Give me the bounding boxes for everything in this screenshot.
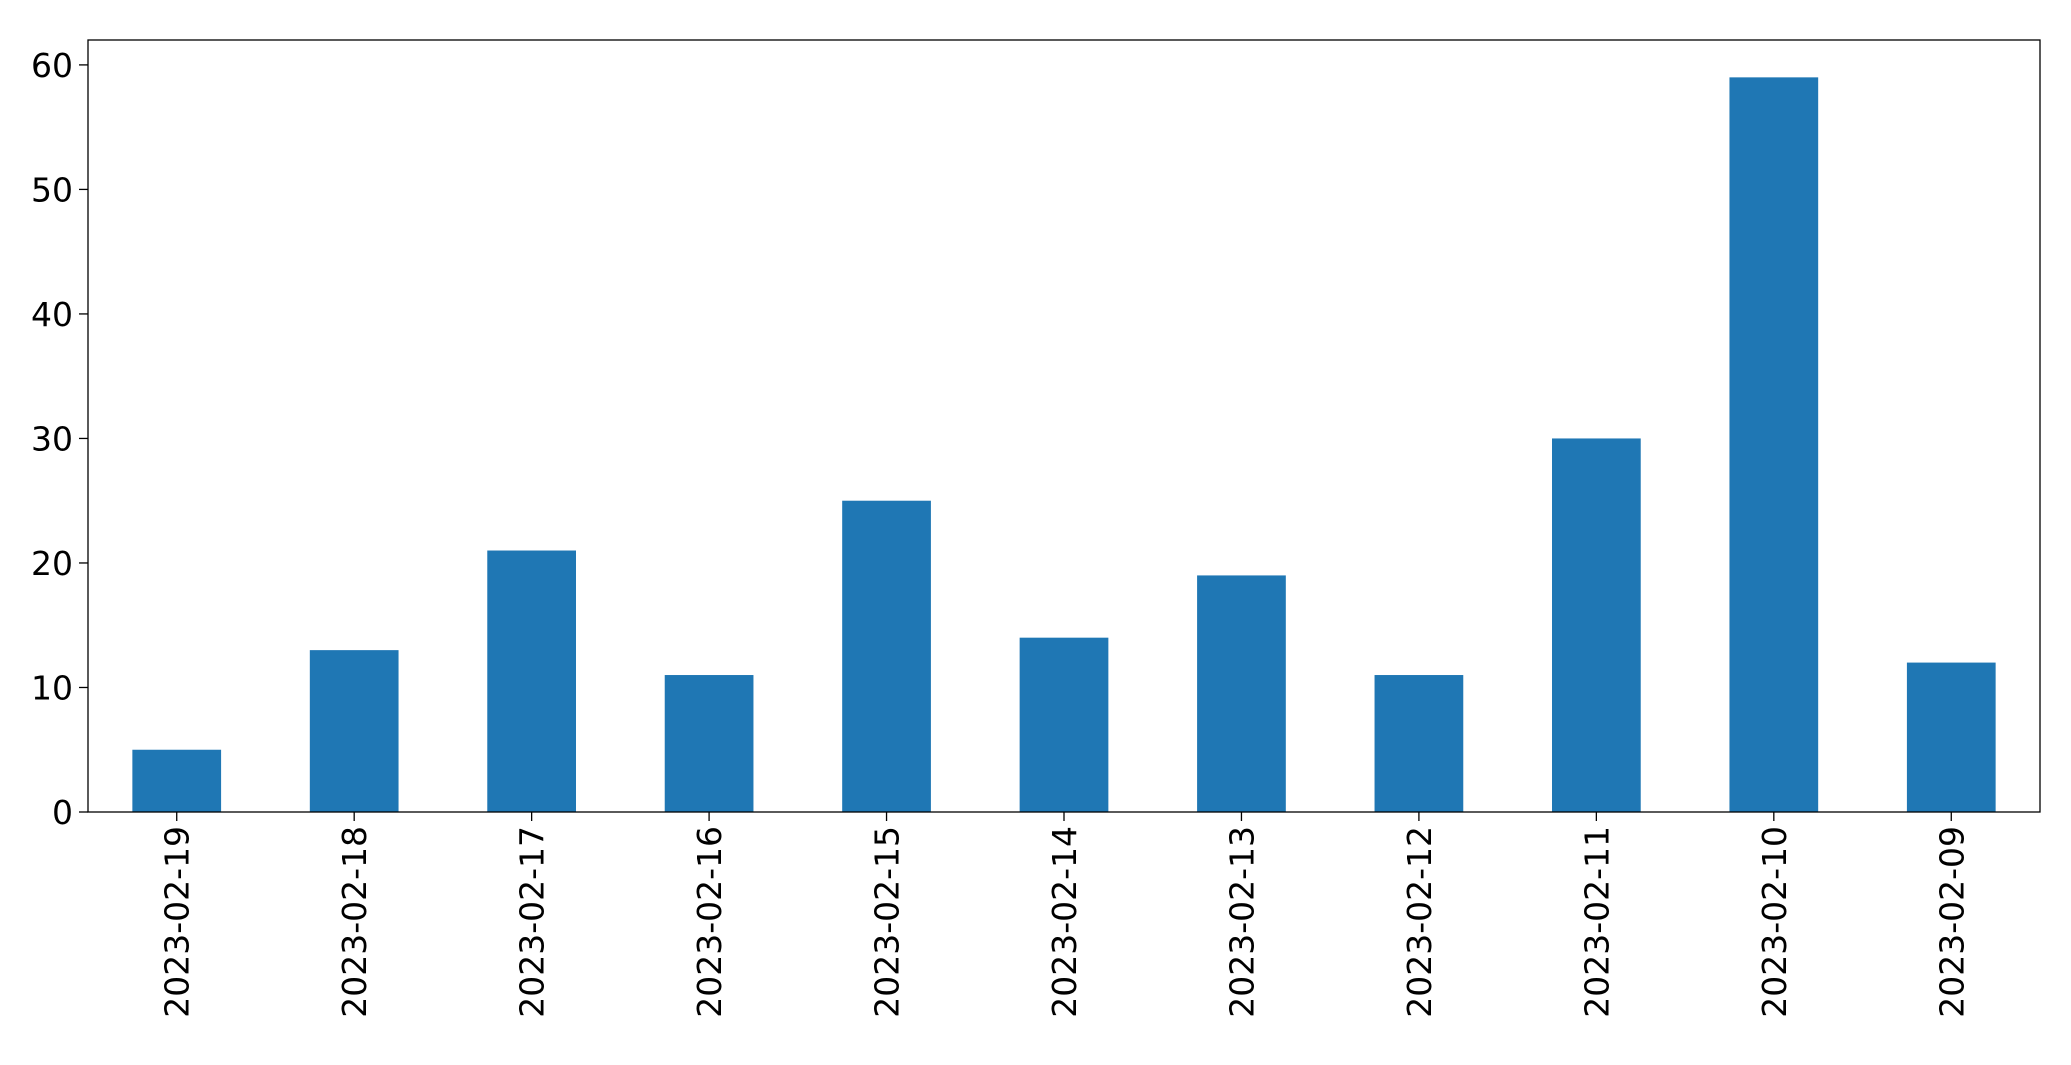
bar-2023-02-13: [1197, 575, 1286, 812]
bar-2023-02-17: [487, 550, 576, 812]
x-tick-label: 2023-02-11: [1577, 826, 1616, 1018]
bar-2023-02-12: [1374, 675, 1464, 812]
plot-frame: [87, 39, 2041, 813]
x-tick-label: 2023-02-15: [868, 826, 907, 1018]
y-tick-label: 30: [31, 419, 73, 458]
x-tick-label: 2023-02-17: [513, 826, 552, 1018]
y-axis: 0 10 20 30 40 50 60: [31, 46, 88, 832]
y-tick-label: 20: [31, 544, 73, 583]
bar-2023-02-11: [1552, 438, 1641, 812]
bar-2023-02-19: [132, 749, 222, 812]
y-tick-label: 10: [31, 668, 73, 707]
x-tick-label: 2023-02-13: [1222, 826, 1261, 1018]
x-tick-label: 2023-02-12: [1400, 826, 1439, 1018]
x-tick-label: 2023-02-09: [1932, 826, 1971, 1018]
bar-2023-02-16: [664, 675, 754, 812]
y-tick-label: 60: [31, 46, 73, 85]
x-axis: 2023-02-19 2023-02-18 2023-02-17 2023-02-16…: [158, 812, 1971, 1018]
bars-group: [132, 77, 1996, 812]
bar-2023-02-15: [842, 500, 931, 812]
y-tick-label: 40: [31, 295, 73, 334]
x-tick-label: 2023-02-16: [690, 826, 729, 1018]
bar-2023-02-18: [309, 650, 399, 812]
bar-2023-02-10: [1729, 77, 1819, 812]
bar-2023-02-09: [1906, 662, 1996, 812]
x-tick-label: 2023-02-18: [335, 826, 374, 1018]
x-tick-label: 2023-02-14: [1045, 826, 1084, 1018]
y-tick-label: 0: [52, 793, 73, 832]
x-tick-label: 2023-02-19: [158, 826, 197, 1018]
y-tick-label: 50: [31, 170, 73, 209]
bar-2023-02-14: [1019, 637, 1109, 812]
x-tick-label: 2023-02-10: [1755, 826, 1794, 1018]
